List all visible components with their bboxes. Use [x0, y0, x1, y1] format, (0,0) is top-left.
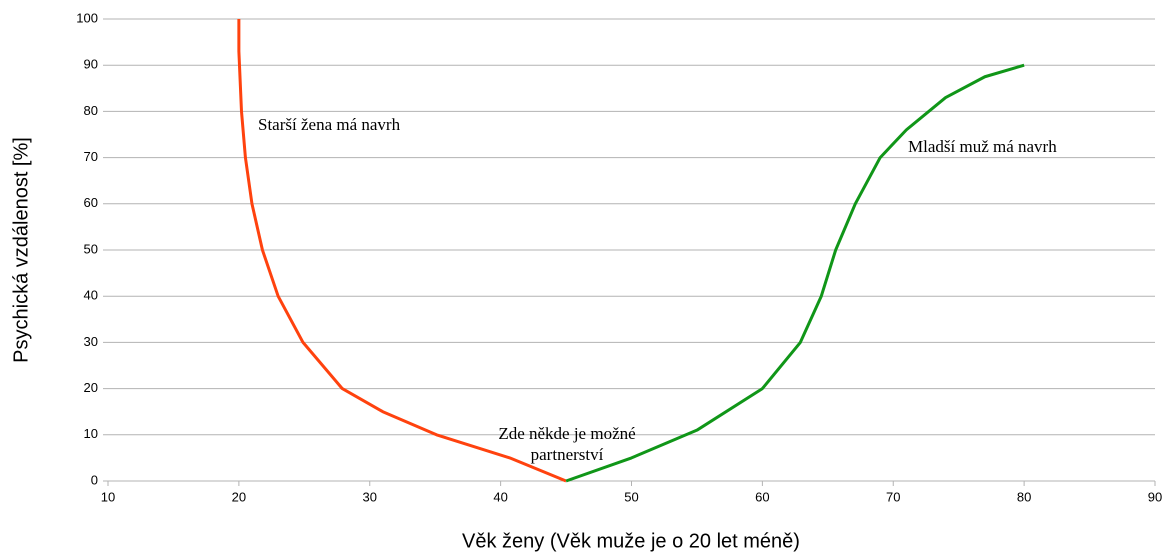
y-tick-label: 80: [84, 103, 98, 118]
x-tick-label: 20: [232, 489, 246, 504]
y-axis-label: Psychická vzdálenost [%]: [10, 137, 32, 363]
y-tick-label: 100: [76, 10, 98, 25]
x-tick-label: 10: [101, 489, 115, 504]
annotation: partnerství: [531, 445, 604, 464]
y-tick-label: 20: [84, 380, 98, 395]
series-label: Starší žena má navrh: [258, 115, 401, 134]
y-tick-label: 50: [84, 241, 98, 256]
x-axis-label: Věk ženy (Věk muže je o 20 let méně): [462, 530, 800, 552]
x-tick-label: 30: [363, 489, 377, 504]
y-tick-label: 70: [84, 149, 98, 164]
x-tick-label: 60: [755, 489, 769, 504]
y-tick-label: 0: [91, 472, 98, 487]
x-tick-label: 50: [624, 489, 638, 504]
series-label: Mladší muž má navrh: [908, 137, 1057, 156]
y-tick-label: 60: [84, 195, 98, 210]
annotation: Zde někde je možné: [498, 424, 635, 443]
y-tick-label: 40: [84, 288, 98, 303]
x-tick-label: 40: [493, 489, 507, 504]
series-line: [565, 63, 1025, 483]
x-tick-label: 90: [1148, 489, 1162, 504]
x-tick-label: 80: [1017, 489, 1031, 504]
y-tick-label: 30: [84, 334, 98, 349]
series-line: [237, 19, 567, 483]
x-tick-label: 70: [886, 489, 900, 504]
y-tick-label: 90: [84, 57, 98, 72]
y-tick-label: 10: [84, 426, 98, 441]
